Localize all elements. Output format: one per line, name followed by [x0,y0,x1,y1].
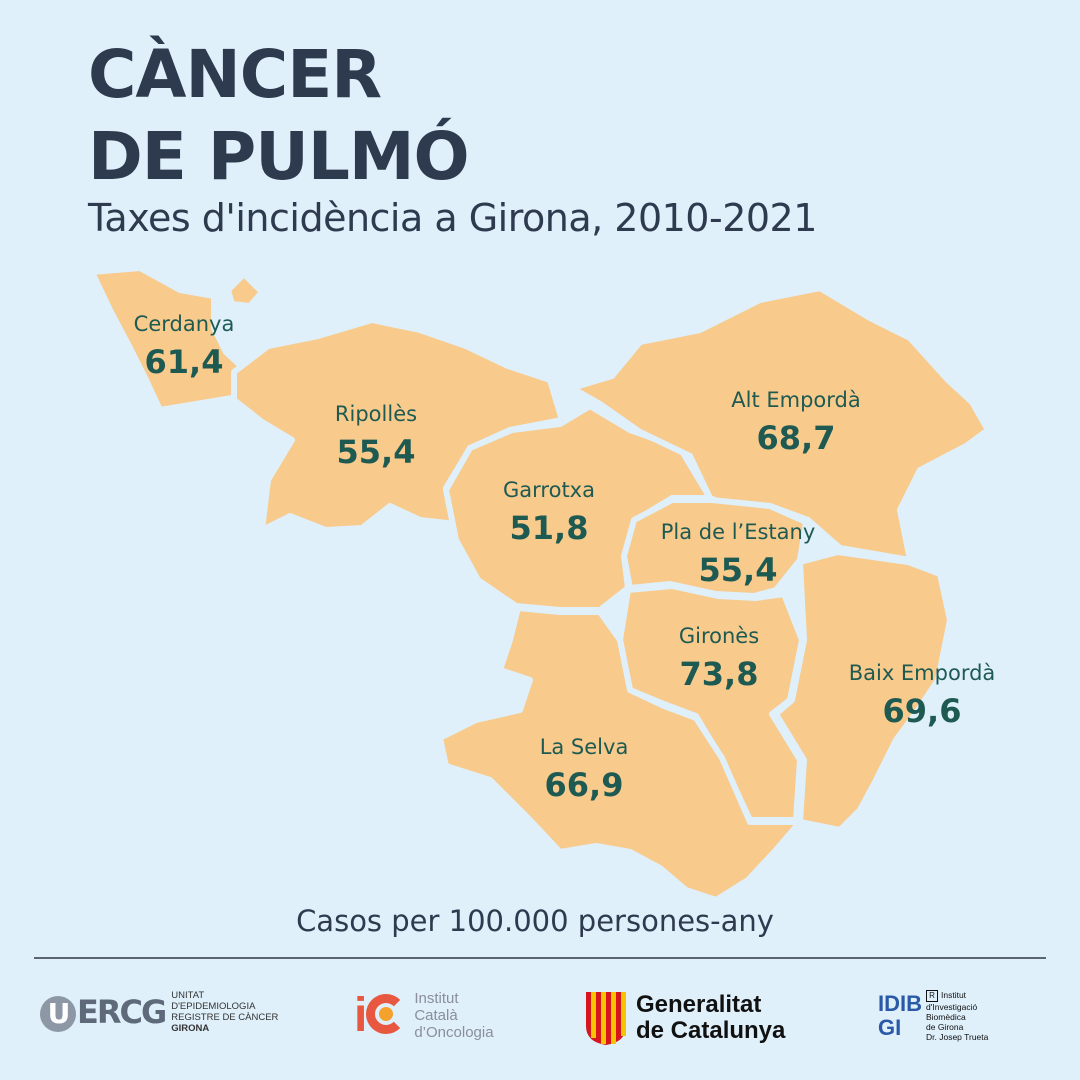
region-value-pla-estany: 55,4 [699,551,778,589]
idibgi-line: Institut [941,990,967,1000]
region-name-pla-estany: Pla de l’Estany [661,520,816,544]
registered-badge: R [926,990,938,1002]
idibgi-line: d'Investigació [926,1002,978,1012]
region-la-selva[interactable] [437,605,803,900]
idibgi-mark-bottom: GI [878,1015,902,1040]
subtitle: Taxes d'incidència a Girona, 2010-2021 [88,196,817,240]
generalitat-text: Generalitat de Catalunya [636,992,785,1044]
region-value-girones: 73,8 [680,655,759,693]
region-name-cerdanya: Cerdanya [134,312,235,336]
idibgi-logo: IDIB GI R Institut d'Investigació Biomèdi… [878,990,988,1042]
region-value-cerdanya: 61,4 [145,343,224,381]
idibgi-text: R Institut d'Investigació Biomèdica de Gi… [926,990,988,1042]
idibgi-line: de Girona [926,1022,964,1032]
region-map: Cerdanya 61,4 Ripollès 55,4 Garrotxa 51,… [92,268,996,900]
page-title: CÀNCER DE PULMÓ [88,34,470,198]
units-note: Casos per 100.000 persones-any [296,904,774,938]
ico-line: Català [414,1007,458,1024]
idibgi-mark-top: IDIB [878,991,922,1016]
uercg-text: UNITAT D'EPIDEMIOLOGIA REGISTRE DE CÀNCE… [171,990,278,1034]
region-name-garrotxa: Garrotxa [503,478,595,502]
region-value-ripolles: 55,4 [337,433,416,471]
region-value-baix-emporda: 69,6 [883,692,962,730]
uercg-line: REGISTRE DE CÀNCER [171,1012,279,1023]
region-value-garrotxa: 51,8 [510,509,589,547]
region-baix-emporda[interactable] [773,549,953,833]
senyera-shield-icon [586,992,626,1045]
ico-text: Institut Català d’Oncologia [414,990,493,1041]
title-line-2: DE PULMÓ [88,118,470,195]
region-alt-emporda[interactable] [569,285,991,563]
region-name-alt-emporda: Alt Empordà [731,388,860,412]
uercg-mark: U ERCG [40,993,167,1032]
region-name-ripolles: Ripollès [335,402,417,426]
uercg-line: UNITAT [171,990,205,1001]
region-value-la-selva: 66,9 [545,766,624,804]
generalitat-logo: Generalitat de Catalunya [584,990,785,1046]
divider [34,957,1046,959]
title-line-1: CÀNCER [88,36,382,113]
region-value-alt-emporda: 68,7 [757,419,836,457]
region-name-la-selva: La Selva [540,735,629,759]
generalitat-line: de Catalunya [636,1017,786,1044]
uercg-logo: U ERCG UNITAT D'EPIDEMIOLOGIA REGISTRE DE… [40,990,278,1034]
uercg-line: GIRONA [171,1023,210,1034]
region-name-girones: Gironès [679,624,759,648]
ico-logo: i Institut Català d’Oncologia [354,990,494,1041]
idibgi-line: Dr. Josep Trueta [926,1032,989,1042]
region-cerdanya-enclave[interactable] [225,271,265,309]
generalitat-line: Generalitat [636,991,762,1018]
region-name-baix-emporda: Baix Empordà [849,661,996,685]
idibgi-line: Biomèdica [926,1012,966,1022]
ico-line: Institut [414,990,459,1007]
ico-mark: i [354,990,407,1041]
uercg-line: D'EPIDEMIOLOGIA [171,1001,256,1012]
ico-line: d’Oncologia [414,1024,494,1041]
idibgi-mark: IDIB GI [878,992,922,1040]
